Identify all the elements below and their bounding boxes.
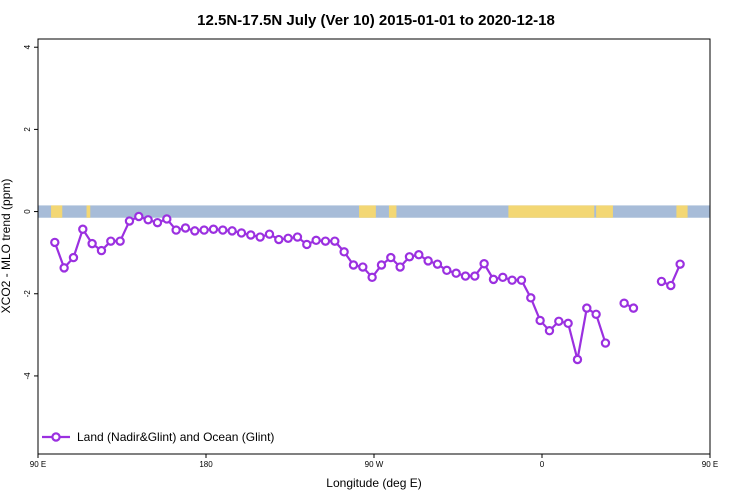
land-band-segment-6 (676, 205, 688, 218)
data-point-0-55 (563, 318, 573, 329)
data-point-0-20 (236, 228, 247, 238)
y-tick-label-2: 0 (23, 209, 32, 214)
data-point-0-9 (134, 211, 144, 222)
data-point-0-47 (488, 274, 499, 285)
plot-area (50, 211, 685, 365)
x-tick-label-0: 90 E (30, 460, 46, 469)
x-tick-label-2: 90 W (365, 460, 384, 469)
data-point-0-11 (152, 217, 163, 228)
land-band-segment-3 (388, 205, 397, 218)
data-point-0-16 (199, 225, 209, 235)
y-tick-label-1: 2 (23, 127, 32, 132)
data-point-0-12 (162, 214, 172, 224)
data-point-0-59 (600, 338, 611, 348)
data-point-0-32 (348, 260, 359, 270)
data-point-0-54 (554, 316, 564, 326)
data-point-0-1 (59, 263, 69, 273)
data-point-0-33 (358, 262, 368, 272)
data-point-0-4 (87, 238, 97, 249)
data-point-0-43 (451, 268, 461, 278)
data-point-0-8 (124, 216, 135, 226)
x-axis: 90 E 180 90 W 0 90 E (30, 454, 718, 469)
data-point-0-6 (106, 236, 116, 246)
x-tick-label-3: 0 (540, 460, 545, 469)
y-tick-label-4: -4 (23, 372, 32, 380)
data-point-0-34 (367, 272, 377, 283)
y-tick-label-0: 4 (23, 44, 32, 49)
data-point-0-35 (376, 260, 387, 270)
data-point-0-41 (432, 259, 443, 269)
y-axis: 4 2 0 -2 -4 (23, 44, 38, 379)
data-point-0-2 (68, 252, 79, 263)
data-point-0-22 (255, 232, 265, 242)
data-point-0-44 (460, 271, 471, 281)
legend-marker (51, 432, 61, 442)
x-axis-label: Longitude (deg E) (326, 476, 421, 490)
x-tick-label-1: 180 (199, 460, 213, 469)
data-point-0-29 (320, 236, 331, 246)
y-axis-label: XCO2 - MLO trend (ppm) (0, 179, 13, 314)
x-tick-label-4: 90 E (702, 460, 718, 469)
data-point-0-10 (143, 215, 153, 225)
legend: Land (Nadir&Glint) and Ocean (Glint) (42, 430, 274, 444)
data-point-1-1 (628, 303, 639, 313)
data-point-0-15 (190, 226, 200, 236)
data-point-0-5 (96, 245, 107, 256)
data-point-0-23 (264, 229, 275, 239)
data-point-0-3 (78, 224, 88, 234)
data-point-0-17 (208, 224, 219, 234)
data-point-0-48 (498, 272, 508, 283)
data-point-0-46 (479, 259, 489, 269)
data-point-0-18 (218, 225, 228, 235)
land-band-segment-5 (596, 205, 613, 218)
data-point-0-14 (180, 223, 191, 233)
data-point-0-50 (516, 275, 527, 285)
data-point-2-0 (656, 276, 667, 287)
data-point-0-30 (330, 236, 340, 246)
data-point-0-7 (115, 236, 125, 246)
data-point-0-0 (50, 237, 60, 248)
data-point-2-1 (666, 280, 676, 291)
data-point-0-37 (395, 262, 405, 272)
data-point-0-42 (442, 265, 452, 276)
data-point-0-27 (302, 239, 312, 250)
data-point-1-0 (619, 298, 629, 308)
data-point-0-40 (423, 256, 433, 266)
data-point-0-36 (386, 252, 396, 263)
data-point-0-25 (283, 233, 293, 243)
land-ocean-band (38, 205, 710, 218)
legend-label: Land (Nadir&Glint) and Ocean (Glint) (77, 430, 274, 444)
chart-title: 12.5N-17.5N July (Ver 10) 2015-01-01 to … (197, 12, 555, 29)
y-tick-label-3: -2 (23, 290, 32, 298)
land-band-segment-0 (51, 205, 63, 218)
data-point-0-38 (404, 252, 415, 262)
data-point-0-51 (526, 293, 536, 303)
data-point-0-13 (171, 225, 181, 235)
data-point-0-45 (470, 271, 480, 281)
data-point-0-39 (414, 250, 424, 260)
data-point-2-2 (675, 259, 685, 269)
data-point-0-56 (572, 354, 583, 365)
series-line-0-0 (53, 215, 607, 360)
data-point-0-58 (591, 309, 601, 319)
data-point-0-26 (292, 232, 303, 242)
data-point-0-49 (507, 275, 517, 285)
data-point-0-31 (339, 247, 349, 257)
data-point-0-24 (274, 234, 284, 245)
land-band-segment-2 (359, 205, 376, 218)
data-point-0-57 (582, 303, 592, 313)
land-band-segment-1 (86, 205, 91, 218)
plot-frame (37, 38, 711, 455)
data-point-0-53 (544, 326, 555, 336)
data-point-0-52 (535, 315, 545, 326)
land-band-segment-4 (508, 205, 595, 218)
data-point-0-21 (246, 230, 256, 240)
data-point-0-28 (311, 235, 321, 246)
data-point-0-19 (227, 226, 237, 236)
